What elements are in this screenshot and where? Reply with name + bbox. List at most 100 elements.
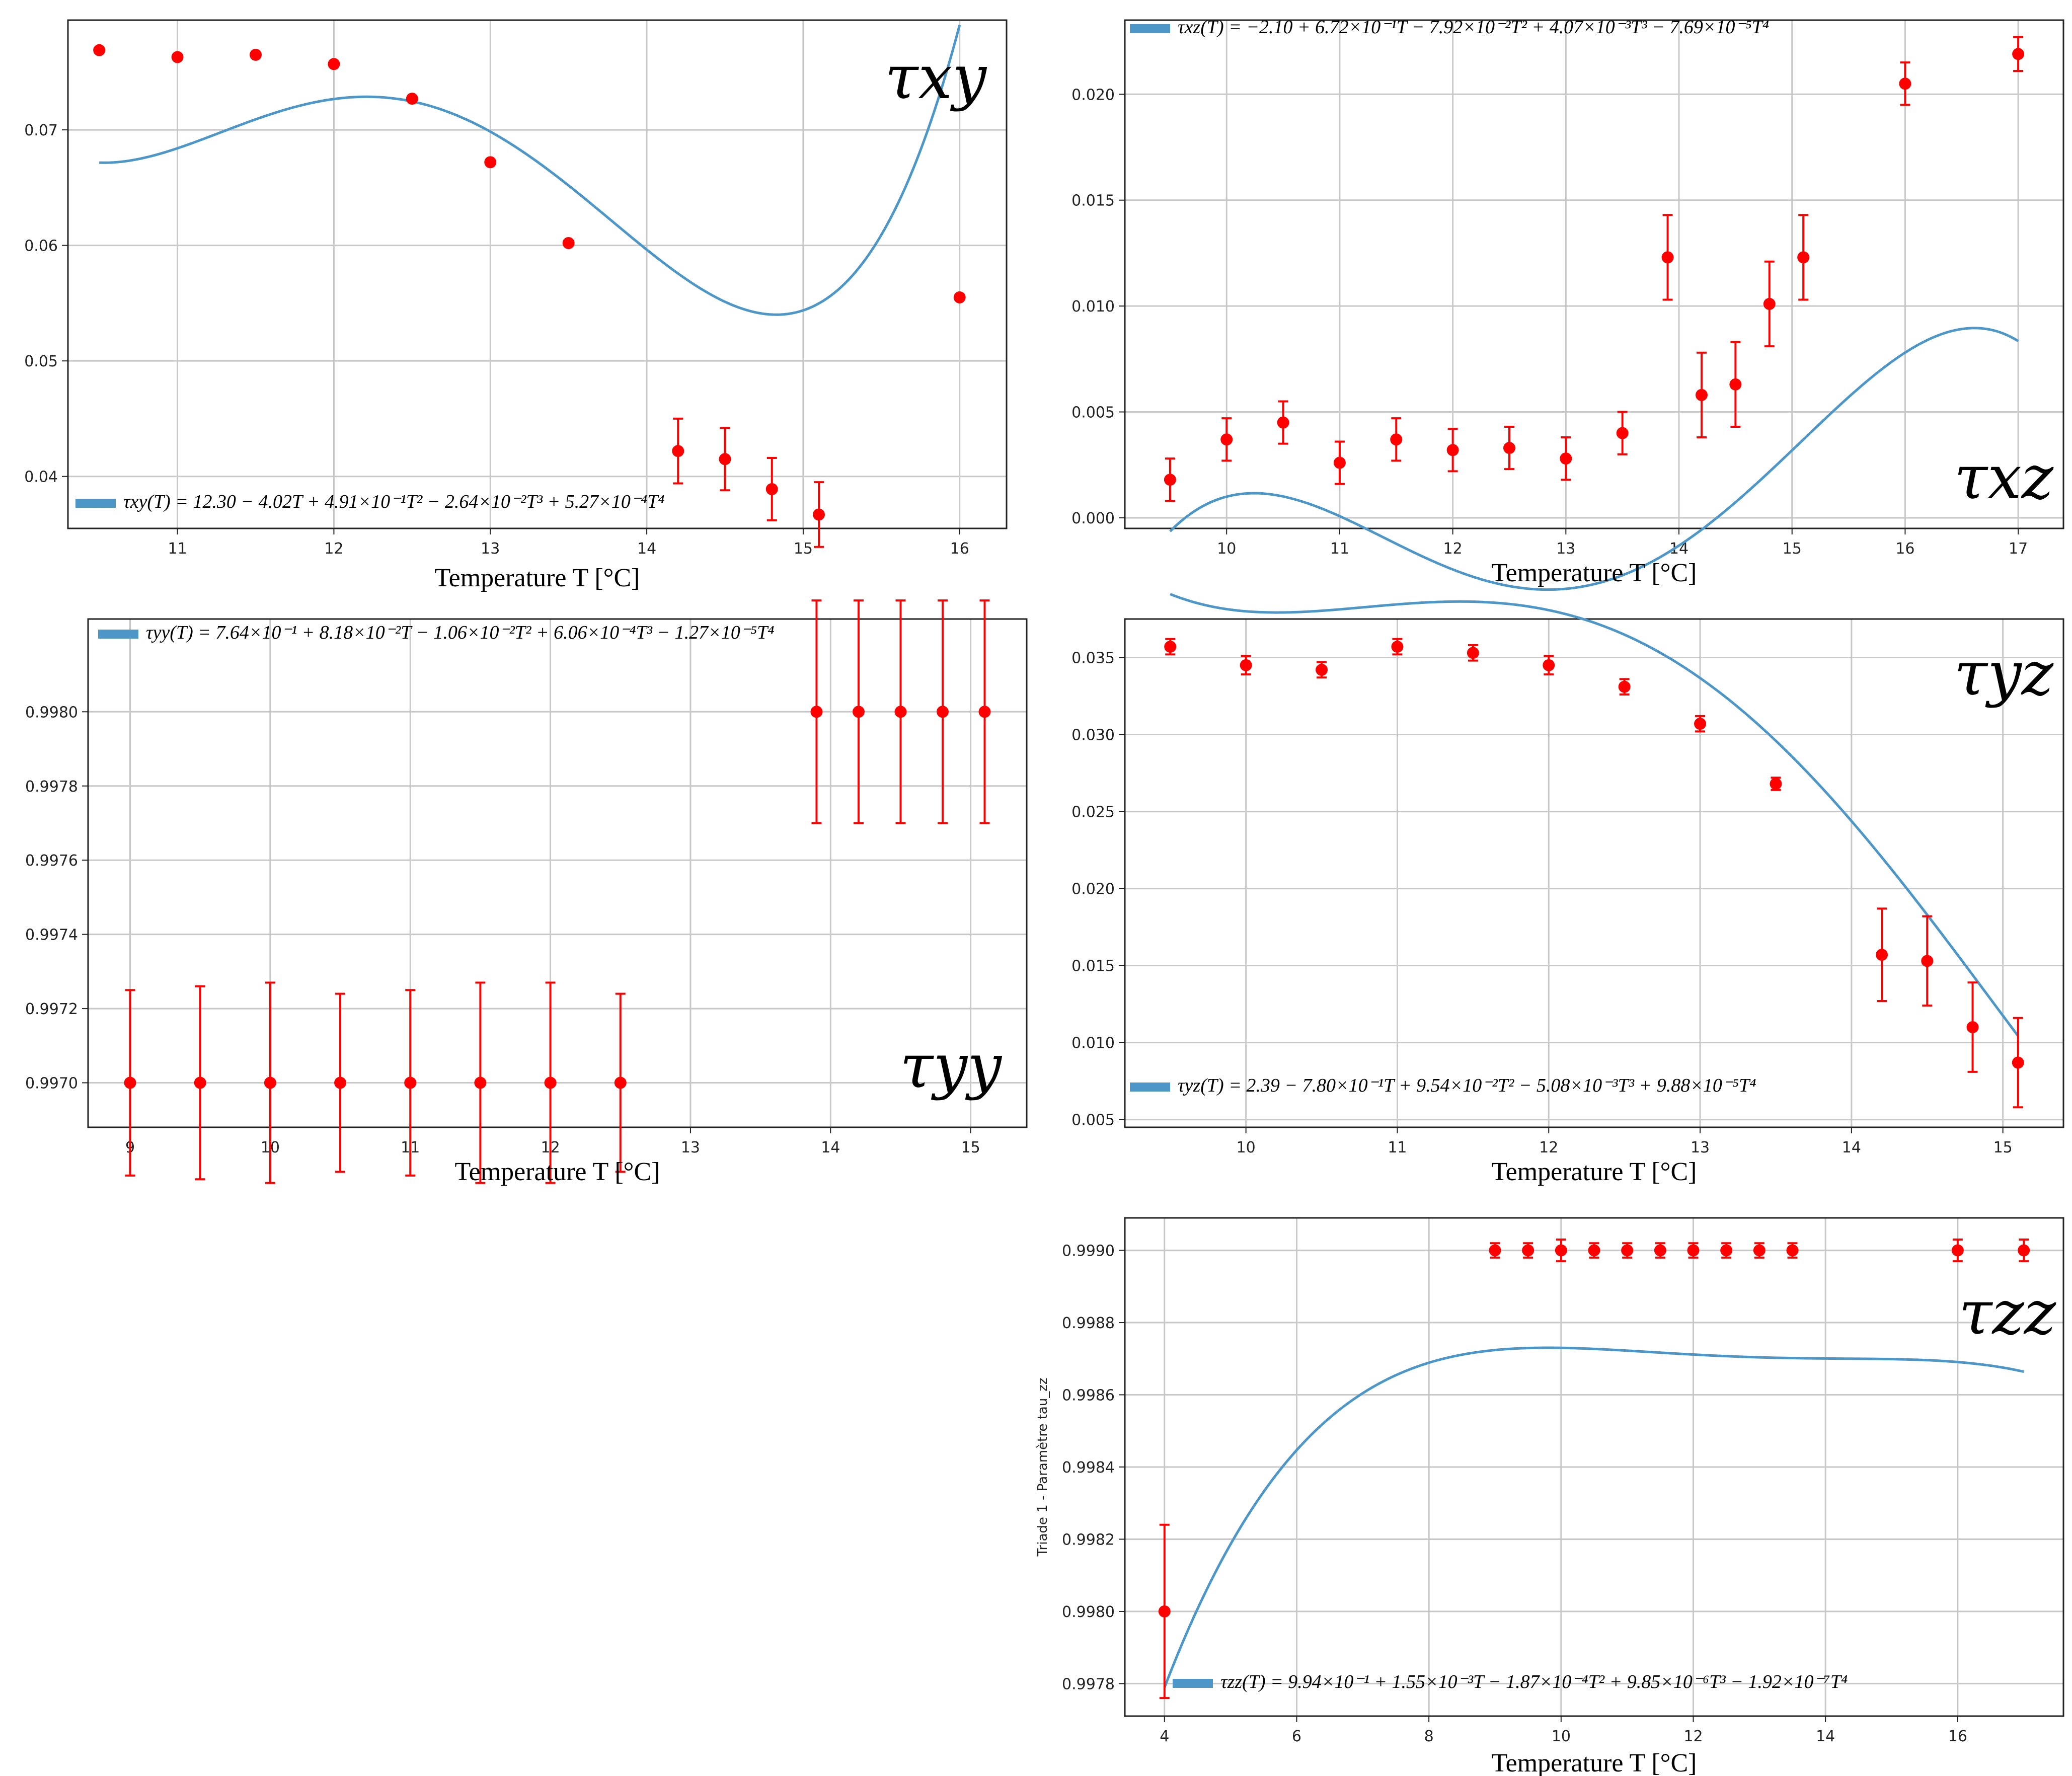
data-point bbox=[1316, 661, 1328, 679]
data-point bbox=[1467, 644, 1479, 662]
data-marker bbox=[334, 1076, 347, 1089]
data-marker bbox=[719, 453, 731, 466]
legend-label: τxz(T) = −2.10 + 6.72×10⁻¹T − 7.92×10⁻²T… bbox=[1178, 17, 1769, 38]
data-marker bbox=[1164, 474, 1176, 486]
data-point bbox=[2012, 36, 2025, 72]
data-marker bbox=[562, 237, 575, 250]
plot-frame bbox=[1124, 19, 2064, 529]
data-marker bbox=[2012, 48, 2025, 60]
x-tick-label: 11 bbox=[168, 540, 187, 558]
x-tick-label: 11 bbox=[1388, 1139, 1407, 1156]
data-point bbox=[474, 981, 487, 1184]
x-tick-label: 13 bbox=[1691, 1139, 1710, 1156]
data-point bbox=[936, 599, 949, 824]
data-point bbox=[1621, 1242, 1634, 1259]
data-marker bbox=[1921, 955, 1934, 967]
data-point bbox=[1543, 655, 1555, 676]
chart-txz: 10 11 12 13 14 15 16 170.0000.0050.0100.0150.02… bbox=[1071, 17, 2064, 591]
data-marker bbox=[1687, 1244, 1700, 1257]
y-tick-label: 0.9974 bbox=[25, 926, 78, 944]
data-point bbox=[1763, 260, 1776, 348]
legend-swatch bbox=[1173, 1679, 1213, 1688]
data-point bbox=[1729, 341, 1742, 428]
data-point bbox=[1786, 1242, 1799, 1259]
y-tick-label: 0.9990 bbox=[1062, 1243, 1115, 1260]
y-tick-label: 0.035 bbox=[1071, 650, 1115, 667]
x-tick-label: 13 bbox=[681, 1139, 700, 1156]
data-marker bbox=[978, 706, 991, 718]
data-point bbox=[2018, 1239, 2030, 1263]
y-tick-label: 0.020 bbox=[1071, 881, 1115, 898]
data-point bbox=[614, 992, 627, 1173]
y-tick-label: 0.9976 bbox=[25, 852, 78, 870]
data-marker bbox=[484, 156, 497, 169]
x-tick-label: 13 bbox=[1556, 540, 1575, 558]
data-point bbox=[1588, 1242, 1600, 1259]
legend-swatch bbox=[1130, 24, 1170, 33]
fit-curve bbox=[1163, 1346, 2024, 1688]
x-tick-label: 14 bbox=[1816, 1728, 1835, 1745]
x-tick-label: 12 bbox=[1683, 1728, 1703, 1745]
data-marker bbox=[171, 51, 184, 63]
legend: τyy(T) = 7.64×10⁻¹ + 8.18×10⁻²T − 1.06×1… bbox=[98, 622, 774, 643]
data-marker bbox=[614, 1076, 627, 1089]
corner-label: τyy bbox=[900, 1032, 1003, 1102]
data-point bbox=[1277, 400, 1289, 445]
data-point bbox=[562, 237, 575, 250]
fit-curve bbox=[99, 25, 961, 316]
data-marker bbox=[1621, 1244, 1634, 1257]
chart-tyy: 91011121314150.99700.99720.99740.99760.9… bbox=[25, 599, 1028, 1186]
data-marker bbox=[1786, 1244, 1799, 1257]
x-tick-label: 11 bbox=[1330, 540, 1349, 558]
legend-label: τyy(T) = 7.64×10⁻¹ + 8.18×10⁻²T − 1.06×1… bbox=[146, 622, 774, 643]
legend-label: τzz(T) = 9.94×10⁻¹ + 1.55×10⁻³T − 1.87×1… bbox=[1220, 1671, 1848, 1692]
corner-label: τxy bbox=[885, 43, 987, 113]
data-marker bbox=[194, 1076, 206, 1089]
data-point bbox=[894, 599, 907, 824]
data-point bbox=[124, 989, 136, 1177]
x-tick-label: 16 bbox=[1948, 1728, 1967, 1745]
data-marker bbox=[1753, 1244, 1766, 1257]
x-tick-label: 10 bbox=[1217, 540, 1236, 558]
y-tick-label: 0.9980 bbox=[1062, 1603, 1115, 1621]
y-tick-label: 0.9972 bbox=[25, 1000, 78, 1018]
y-tick-label: 0.015 bbox=[1071, 958, 1115, 975]
y-axis-label: Triade 1 - Paramètre tau_zz bbox=[1035, 1378, 1050, 1557]
data-marker bbox=[1616, 427, 1629, 439]
x-tick-label: 6 bbox=[1292, 1728, 1301, 1745]
x-tick-label: 10 bbox=[1237, 1139, 1256, 1156]
data-marker bbox=[1618, 680, 1631, 693]
data-point bbox=[1753, 1242, 1766, 1259]
x-tick-label: 12 bbox=[1443, 540, 1463, 558]
data-marker bbox=[1446, 444, 1459, 456]
data-marker bbox=[1763, 297, 1776, 310]
data-marker bbox=[264, 1076, 276, 1089]
legend-swatch bbox=[98, 630, 138, 639]
x-tick-label: 16 bbox=[950, 540, 969, 558]
data-marker bbox=[1694, 718, 1707, 730]
x-axis-label: Temperature T [°C] bbox=[1492, 1157, 1697, 1186]
data-point bbox=[1333, 440, 1346, 485]
fit-curve bbox=[1170, 593, 2019, 1037]
y-tick-label: 0.9986 bbox=[1062, 1387, 1115, 1405]
data-marker bbox=[1333, 456, 1346, 469]
data-marker bbox=[1695, 389, 1708, 401]
data-marker bbox=[953, 291, 966, 303]
y-tick-label: 0.005 bbox=[1071, 1112, 1115, 1129]
data-marker bbox=[124, 1076, 136, 1089]
x-axis-label: Temperature T [°C] bbox=[1492, 1749, 1697, 1776]
data-point bbox=[1503, 426, 1515, 471]
legend: τyz(T) = 2.39 − 7.80×10⁻¹T + 9.54×10⁻²T²… bbox=[1130, 1075, 1756, 1096]
y-tick-label: 0.9984 bbox=[1062, 1459, 1115, 1477]
data-point bbox=[1522, 1242, 1534, 1259]
data-point bbox=[719, 427, 731, 492]
chart-tzz: 4 6 8 10 12 14 16 0.9978 0.9980 0.9982 0.9984 0.998… bbox=[1035, 1217, 2064, 1776]
data-marker bbox=[1951, 1244, 1964, 1257]
legend: τxy(T) = 12.30 − 4.02T + 4.91×10⁻¹T² − 2… bbox=[75, 491, 664, 512]
data-marker bbox=[1560, 452, 1572, 465]
data-marker bbox=[1503, 442, 1515, 454]
x-tick-label: 13 bbox=[481, 540, 500, 558]
x-tick-label: 14 bbox=[637, 540, 656, 558]
y-tick-label: 0.025 bbox=[1071, 804, 1115, 821]
